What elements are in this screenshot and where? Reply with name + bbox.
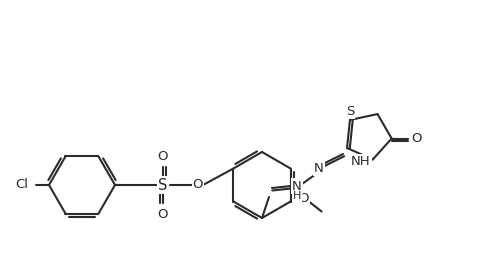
Text: N: N: [292, 180, 302, 192]
Text: S: S: [158, 177, 168, 192]
Text: NH: NH: [351, 155, 371, 168]
Text: O: O: [193, 178, 203, 192]
Text: O: O: [298, 192, 309, 205]
Text: O: O: [158, 150, 168, 162]
Text: N: N: [314, 162, 324, 174]
Text: H: H: [293, 191, 301, 201]
Text: S: S: [346, 105, 354, 118]
Text: O: O: [158, 207, 168, 221]
Text: Cl: Cl: [15, 178, 28, 192]
Text: O: O: [411, 132, 422, 145]
